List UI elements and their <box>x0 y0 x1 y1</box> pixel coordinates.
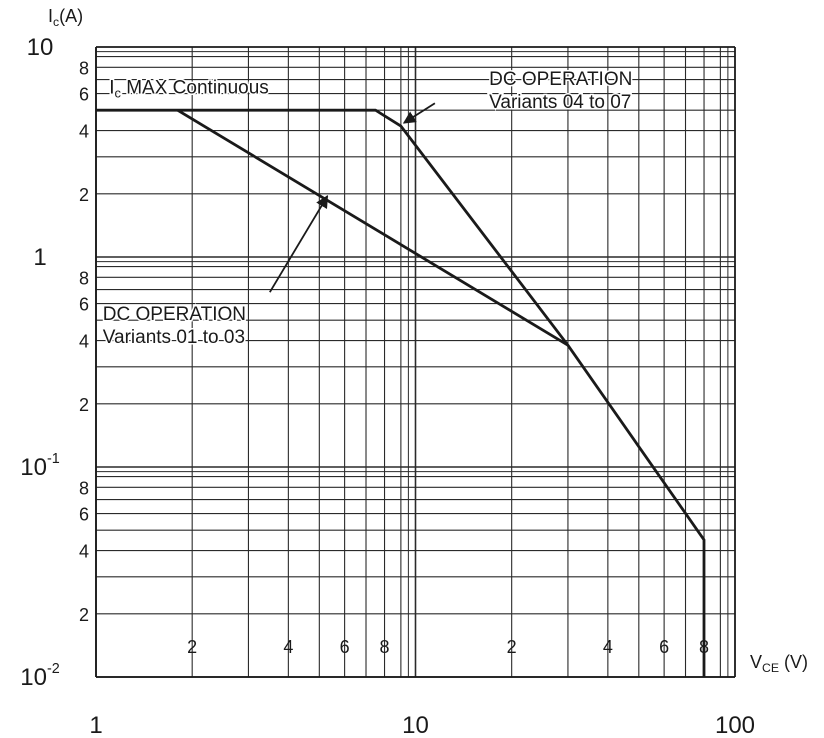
y-tick-label-minor: 8 <box>79 268 89 288</box>
y-axis-label: Ic(A) <box>48 6 83 29</box>
x-tick-label-minor: 6 <box>340 637 350 657</box>
x-tick-label-minor: 8 <box>380 637 390 657</box>
annotation-arrow-2 <box>402 102 436 124</box>
x-tick-label-major: 100 <box>715 712 755 738</box>
y-tick-label-minor: 6 <box>79 505 89 525</box>
annotation-2-line-1: DC OPERATION <box>489 69 632 90</box>
x-tick-label-minor: 2 <box>187 637 197 657</box>
x-tick-label-minor: 4 <box>603 637 613 657</box>
x-tick-label-minor: 6 <box>659 637 669 657</box>
annotation-3-line-2: Variants 01 to 03 <box>103 327 245 348</box>
x-tick-label-minor: 2 <box>507 637 517 657</box>
y-tick-label-major: 1 <box>33 244 46 271</box>
grid <box>95 46 736 678</box>
x-axis-label: VCE (V) <box>750 652 808 675</box>
y-tick-label-minor: 4 <box>79 332 89 352</box>
y-tick-label-major: 10-1 <box>20 451 60 481</box>
annotation-1-line-1: Ic MAX Continuous <box>109 78 269 101</box>
x-tick-label-major: 1 <box>89 712 102 738</box>
annotation-3-line-1: DC OPERATION <box>103 304 246 325</box>
y-tick-label-minor: 8 <box>79 478 89 498</box>
x-tick-label-minor: 4 <box>283 637 293 657</box>
y-tick-label-minor: 2 <box>79 605 89 625</box>
annotation-arrow-3 <box>269 195 329 293</box>
series-line-1 <box>176 109 569 347</box>
x-tick-label-major: 10 <box>402 712 429 738</box>
y-tick-label-minor: 2 <box>79 395 89 415</box>
series-line-2 <box>96 108 706 677</box>
y-tick-label-minor: 4 <box>79 542 89 562</box>
x-tick-label-minor: 8 <box>699 637 709 657</box>
y-tick-label-minor: 4 <box>79 122 89 142</box>
y-tick-label-minor: 8 <box>79 58 89 78</box>
axis-label-group: Ic(A) VCE (V) <box>48 6 808 675</box>
y-tick-label-major: 10-2 <box>20 661 60 691</box>
y-tick-label-major: 10 <box>27 34 54 61</box>
y-tick-label-minor: 6 <box>79 295 89 315</box>
y-tick-label-minor: 6 <box>79 85 89 105</box>
tick-label-group: 1 10 100 2 4 6 8 2 4 6 8 10 1 10-1 10-2 8 6 4 2 8 6 4 2 8 6 4 2 <box>20 34 755 738</box>
annotation-2-line-2: Variants 04 to 07 <box>489 92 631 113</box>
y-tick-label-minor: 2 <box>79 185 89 205</box>
series-group <box>96 108 706 677</box>
